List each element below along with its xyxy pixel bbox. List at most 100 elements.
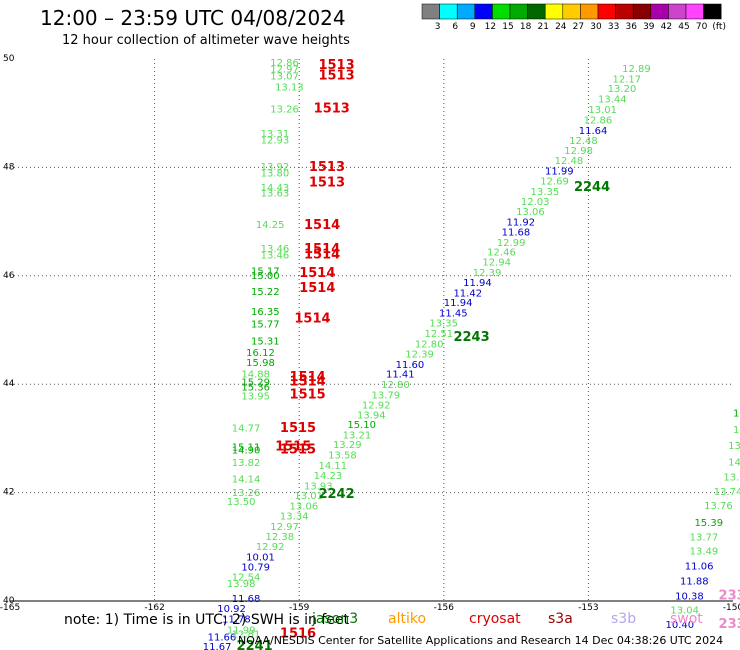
- colorbar-swatch: [580, 3, 599, 20]
- x-tick-label: -153: [578, 603, 598, 613]
- colorbar-swatch: [632, 3, 652, 20]
- colorbar-swatch: [421, 3, 440, 20]
- wave-height-label: 13.29: [333, 440, 362, 451]
- pass-label: 2243: [453, 330, 489, 345]
- footer-credit: NOAA/NESDIS Center for Satellite Applica…: [238, 634, 724, 647]
- pass-label: 2241: [237, 639, 273, 650]
- wave-height-label: 13.26: [232, 488, 261, 499]
- wave-height-label: 12.97: [270, 65, 299, 76]
- pass-label: 1513: [318, 58, 354, 73]
- wave-height-label: 13.31: [261, 129, 290, 140]
- colorbar-swatch: [685, 3, 704, 20]
- wave-height-label: 13.13: [275, 82, 304, 93]
- wave-height-label: 12.03: [521, 197, 550, 208]
- x-tick-label: -150: [723, 603, 740, 613]
- legend-jason3: jason3: [312, 611, 359, 627]
- colorbar-label: 18: [520, 22, 532, 32]
- wave-height-label: 13.94: [357, 410, 386, 421]
- wave-height-label: 12.46: [487, 248, 516, 259]
- wave-height-label: 15.17: [251, 267, 280, 278]
- chart-subtitle: 12 hour collection of altimeter wave hei…: [62, 33, 350, 48]
- colorbar-label: 70: [696, 22, 708, 32]
- wave-height-label: 13.1: [728, 441, 740, 452]
- wave-height-label: 13.95: [241, 391, 270, 402]
- wave-height-label: 12.81: [232, 629, 261, 640]
- colorbar-swatch: [527, 3, 546, 20]
- wave-height-label: 11.67: [203, 642, 232, 650]
- colorbar-label: 33: [608, 22, 619, 32]
- wave-height-label: 15.31: [251, 337, 280, 348]
- wave-height-label: 11.64: [579, 126, 608, 137]
- wave-height-label: 13.66: [723, 473, 740, 484]
- pass-label: 1513: [309, 175, 345, 190]
- wave-height-label: 12.93: [261, 136, 290, 147]
- colorbar-swatch: [562, 3, 581, 20]
- colorbar-swatch: [492, 3, 511, 20]
- wave-height-label: 11.68: [232, 594, 261, 605]
- wave-height-label: 13.06: [516, 207, 545, 218]
- wave-height-label: 12.51: [425, 329, 454, 340]
- pass-label: 1514: [304, 247, 340, 262]
- wave-height-label: 13.46: [261, 250, 290, 261]
- wave-height-label: 11.92: [506, 217, 535, 228]
- pass-label: 1514: [304, 218, 340, 233]
- x-tick-label: -165: [0, 603, 20, 613]
- wave-height-label: 13.07: [270, 72, 299, 83]
- wave-height-label: 14.77: [232, 423, 261, 434]
- colorbar-swatch: [456, 3, 476, 20]
- wave-height-label: 12.39: [473, 268, 502, 279]
- wave-height-label: 14.43: [261, 183, 290, 194]
- wave-height-label: 12.80: [381, 380, 410, 391]
- wave-height-label: 12.97: [270, 522, 299, 533]
- wave-height-label: 15.36: [241, 383, 270, 394]
- pass-label: 1515: [280, 443, 316, 458]
- colorbar-label: 15: [502, 22, 513, 32]
- colorbar-label: 6: [452, 22, 458, 32]
- wave-height-label: 15: [733, 409, 740, 420]
- wave-height-label: 12.17: [613, 74, 642, 85]
- legend-s3b: s3b: [611, 611, 637, 627]
- wave-height-label: 12.86: [584, 115, 613, 126]
- wave-height-label: 14.11: [318, 461, 347, 472]
- colorbar-label: 9: [470, 22, 476, 32]
- legend-s3a: s3a: [548, 611, 573, 627]
- wave-height-label: 13.82: [232, 458, 261, 469]
- wave-height-label: 15.11: [232, 442, 261, 453]
- wave-height-label: 13.20: [608, 84, 637, 95]
- wave-height-label: 15.29: [241, 377, 270, 388]
- wave-height-label: 11.41: [386, 370, 415, 381]
- wave-height-label: 12.48: [569, 136, 598, 147]
- wave-height-label: 12.86: [270, 58, 299, 69]
- wave-height-label: 15.39: [694, 518, 723, 529]
- legend-altiko: altiko: [388, 611, 427, 627]
- legend-swot: swot: [670, 611, 703, 627]
- wave-height-label: 10.40: [666, 620, 695, 631]
- pass-label: 233: [719, 588, 740, 603]
- footer-note: note: 1) Time is in UTC; 2) SWH is in fe…: [64, 612, 350, 628]
- pass-label: 1514: [290, 370, 326, 385]
- wave-height-label: 12.38: [265, 532, 294, 543]
- colorbar-swatch: [597, 3, 616, 20]
- colorbar-label: 27: [573, 22, 584, 32]
- wave-height-label: 13.80: [261, 169, 290, 180]
- wave-height-label: 11.94: [444, 298, 473, 309]
- wave-height-label: 11.60: [396, 360, 425, 371]
- pass-label: 1514: [304, 242, 340, 257]
- x-tick-label: -162: [144, 603, 164, 613]
- wave-height-label: 13.35: [531, 187, 560, 198]
- wave-height-label: 13.01: [588, 105, 617, 116]
- wave-height-label: 16.12: [246, 348, 275, 359]
- wave-height-label: 12.92: [256, 542, 285, 553]
- wave-height-label: 12.69: [540, 177, 569, 188]
- wave-height-label: 12.99: [497, 238, 526, 249]
- legend-cryosat: cryosat: [469, 611, 521, 627]
- colorbar-swatch: [509, 3, 528, 20]
- wave-height-label: 13.34: [280, 512, 309, 523]
- wave-height-label: 11.06: [685, 562, 714, 573]
- pass-label: 1514: [299, 266, 335, 281]
- colorbar-label: 36: [625, 22, 637, 32]
- colorbar-label: 3: [435, 22, 441, 32]
- wave-height-label: 15.22: [251, 287, 280, 298]
- colorbar-label: 12: [485, 22, 496, 32]
